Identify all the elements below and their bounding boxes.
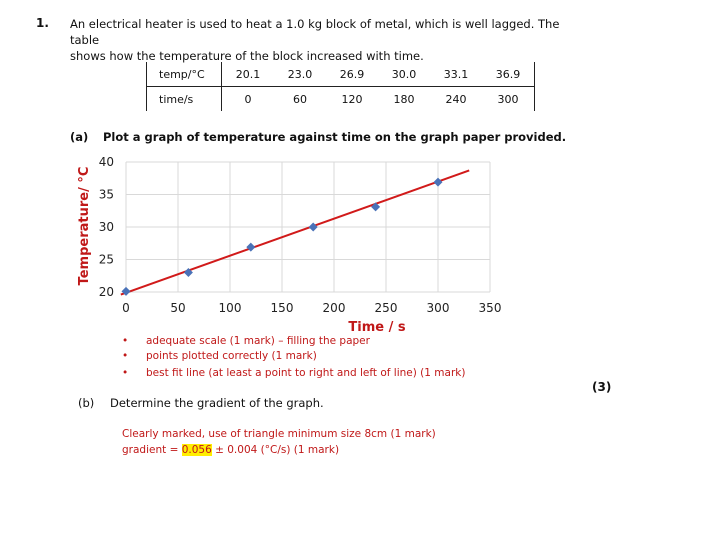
table-cell: 30.0 <box>378 62 430 87</box>
part-b-text: Determine the gradient of the graph. <box>110 396 324 410</box>
mark-scheme-item: • best fit line (at least a point to righ… <box>122 367 466 379</box>
bullet-icon: • <box>122 367 129 379</box>
x-tick-label: 50 <box>170 301 185 315</box>
x-tick-label: 350 <box>479 301 502 315</box>
x-tick-label: 150 <box>271 301 294 315</box>
table-cell: 0 <box>244 92 252 106</box>
chart-grid <box>125 161 491 293</box>
best-fit-layer <box>120 169 470 296</box>
data-points <box>121 177 443 296</box>
data-point <box>308 222 318 232</box>
y-tick-label: 35 <box>99 188 114 202</box>
table-cell: 23.0 <box>274 62 326 87</box>
x-tick-label: 100 <box>219 301 242 315</box>
bullet-icon: • <box>122 335 129 347</box>
marks-total: (3) <box>592 380 612 394</box>
part-a-label: (a) <box>70 130 89 144</box>
y-axis-label: Temperature/ °C <box>77 167 92 286</box>
mark-scheme-item: • points plotted correctly (1 mark) <box>122 350 317 362</box>
question-number: 1. <box>36 16 49 30</box>
answer-suffix: ± 0.004 (°C/s) (1 mark) <box>211 444 340 456</box>
mark-scheme-item: • adequate scale (1 mark) – filling the p… <box>122 335 370 347</box>
part-a-text: Plot a graph of temperature against time… <box>103 130 567 144</box>
bullet-icon: • <box>122 350 129 362</box>
question-intro: An electrical heater is used to heat a 1… <box>70 16 570 64</box>
temperature-time-chart: 20 25 30 35 40 0 50 100 150 200 250 300 350 Time / s… <box>77 155 502 335</box>
data-point <box>121 286 131 296</box>
table-cell: 120 <box>341 92 363 106</box>
x-tick-label: 0 <box>122 301 130 315</box>
table-cell: 26.9 <box>326 62 378 87</box>
gradient-value: 0.056 <box>181 444 212 456</box>
answer-line-2: gradient = 0.056 ± 0.004 (°C/s) (1 mark) <box>122 444 339 456</box>
x-tick-label: 300 <box>427 301 450 315</box>
y-tick-label: 30 <box>99 220 114 234</box>
data-point <box>371 202 381 212</box>
table-cell: 240 <box>445 92 467 106</box>
answer-line-1: Clearly marked, use of triangle minimum … <box>122 428 436 440</box>
table-cell: 180 <box>393 92 415 106</box>
intro-line-2: shows how the temperature of the block i… <box>70 49 424 63</box>
table-cell: 300 <box>482 86 535 111</box>
row-label: time/s <box>146 86 222 111</box>
data-point <box>433 177 443 187</box>
x-tick-label: 250 <box>375 301 398 315</box>
y-tick-label: 25 <box>99 253 114 267</box>
data-table: temp/°C 20.1 23.0 26.9 30.0 33.1 36.9 ti… <box>146 62 535 111</box>
y-tick-label: 20 <box>99 285 114 299</box>
row-label: temp/°C <box>146 62 222 87</box>
data-point <box>246 242 256 252</box>
table-cell: 33.1 <box>430 62 482 87</box>
chart-ticks: 20 25 30 35 40 0 50 100 150 200 250 300 350 <box>99 155 502 315</box>
table-cell: 36.9 <box>482 62 535 87</box>
answer-prefix: gradient = <box>122 444 182 456</box>
best-fit-line <box>120 169 470 296</box>
x-axis-label: Time / s <box>348 320 405 335</box>
table-row: time/s 0 60 120 180 240 300 <box>146 86 535 111</box>
table-row: temp/°C 20.1 23.0 26.9 30.0 33.1 36.9 <box>146 62 535 87</box>
table-cell: 60 <box>293 92 307 106</box>
data-point <box>183 268 193 277</box>
table-cell: 20.1 <box>221 62 274 87</box>
intro-line-1: An electrical heater is used to heat a 1… <box>70 17 560 47</box>
x-tick-label: 200 <box>323 301 346 315</box>
part-b-label: (b) <box>78 396 95 410</box>
y-tick-label: 40 <box>99 155 114 169</box>
